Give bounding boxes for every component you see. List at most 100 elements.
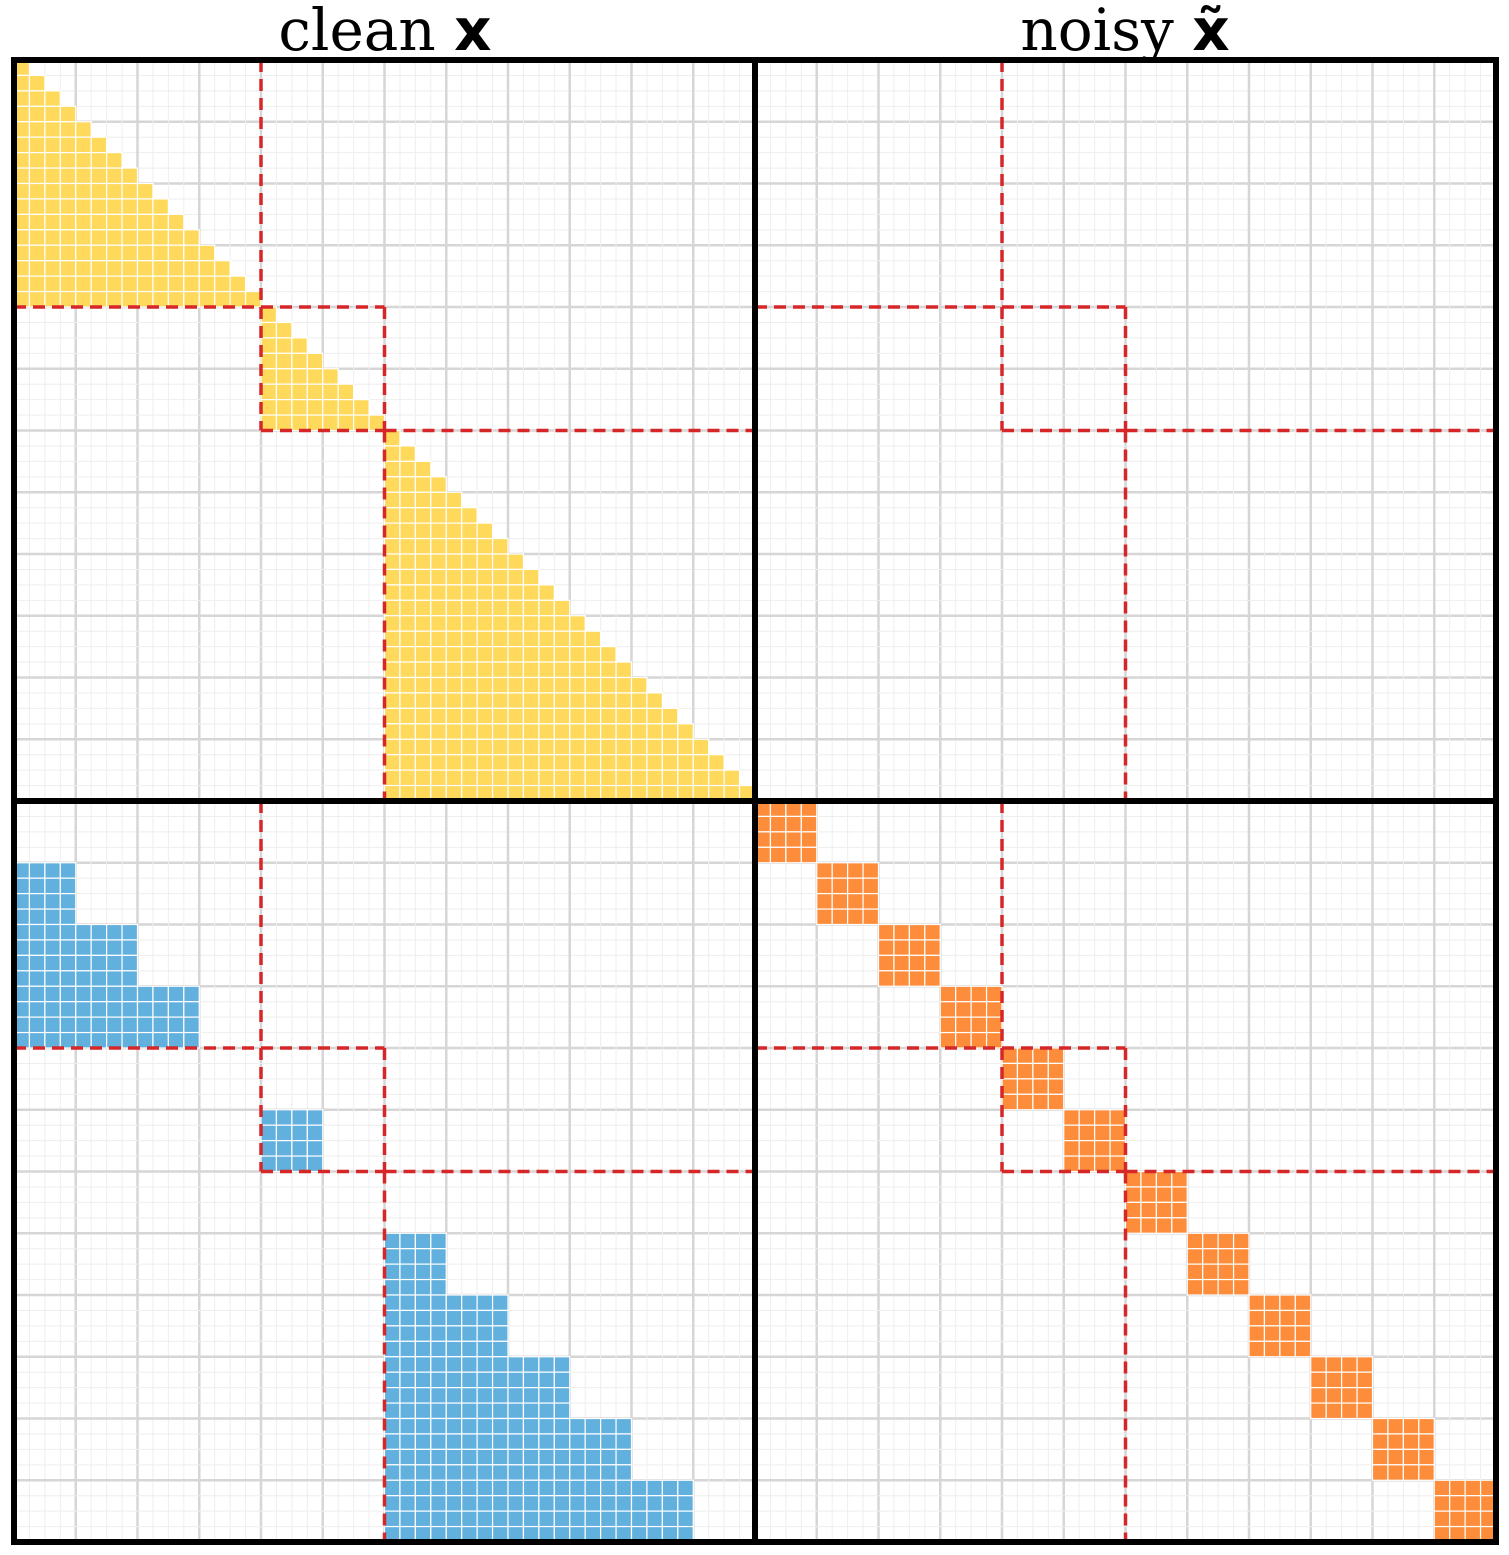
mask-cell	[476, 1294, 494, 1312]
mask-cell	[1263, 1294, 1281, 1312]
mask-cell	[198, 260, 216, 277]
mask-cell	[630, 1495, 648, 1512]
mask-cell	[569, 692, 586, 709]
mask-cell	[121, 167, 139, 185]
mask-cell	[1232, 1263, 1250, 1281]
mask-cell	[383, 754, 401, 771]
mask-cell	[383, 491, 401, 509]
mask-cell	[476, 1309, 494, 1327]
mask-cell	[75, 275, 92, 293]
mask-cell	[476, 723, 494, 740]
mask-cell	[399, 615, 416, 632]
mask-cell	[600, 1495, 617, 1512]
mask-cell	[414, 1433, 432, 1450]
mask-cell	[399, 1417, 416, 1435]
mask-cell	[677, 738, 694, 756]
mask-cell	[1248, 1294, 1266, 1312]
mask-cell	[198, 244, 216, 262]
mask-cell	[399, 630, 416, 648]
mask-cell	[600, 1510, 617, 1528]
mask-cell	[461, 1387, 478, 1404]
mask-cell	[399, 769, 416, 787]
mask-cell	[553, 1402, 571, 1420]
mask-cell	[414, 1448, 432, 1466]
mask-cell	[924, 970, 941, 987]
mask-cell	[28, 862, 46, 879]
mask-cell	[430, 537, 447, 555]
mask-cell	[1294, 1325, 1312, 1342]
mask-cell	[75, 244, 92, 262]
mask-cell	[44, 90, 61, 107]
mask-cell	[28, 985, 46, 1003]
mask-cell	[383, 1510, 401, 1528]
mask-cell	[1171, 1217, 1188, 1234]
mask-cell	[491, 1325, 509, 1342]
mask-cell	[507, 723, 525, 740]
mask-cell	[90, 290, 108, 308]
mask-cell	[353, 414, 370, 432]
mask-cell	[399, 1464, 416, 1481]
mask-cell	[90, 136, 108, 154]
mask-cell	[553, 1479, 571, 1497]
mask-cell	[507, 1495, 525, 1512]
mask-cell	[476, 1402, 494, 1420]
mask-cell	[152, 290, 169, 308]
mask-cell	[553, 1417, 571, 1435]
mask-cell	[399, 491, 416, 509]
mask-cell	[399, 738, 416, 756]
mask-cell	[28, 260, 46, 277]
mask-cell	[445, 1371, 463, 1389]
mask-cell	[260, 414, 278, 432]
mask-cell	[600, 661, 617, 679]
mask-cell	[152, 275, 169, 293]
mask-cell	[414, 522, 432, 540]
mask-cell	[44, 923, 61, 941]
mask-cell	[476, 1371, 494, 1389]
mask-cell	[430, 584, 447, 601]
mask-cell	[553, 723, 571, 740]
mask-cell	[414, 1479, 432, 1497]
mask-cell	[461, 507, 478, 524]
mask-cell	[414, 599, 432, 617]
mask-cell	[476, 599, 494, 617]
mask-cell	[136, 1031, 154, 1049]
mask-cell	[553, 646, 571, 663]
mask-cell	[1032, 1062, 1049, 1080]
mask-cell	[476, 661, 494, 679]
mask-cell	[183, 275, 200, 293]
mask-cell	[1433, 1479, 1451, 1497]
mask-cell	[538, 599, 555, 617]
mask-cell	[569, 1417, 586, 1435]
mask-cell	[538, 1402, 555, 1420]
mask-cell	[136, 290, 154, 308]
mask-cell	[1310, 1356, 1327, 1373]
mask-cell	[538, 1479, 555, 1497]
mask-cell	[44, 939, 61, 956]
mask-cell	[445, 1479, 463, 1497]
mask-cell	[847, 877, 864, 895]
mask-cell	[1047, 1062, 1065, 1080]
mask-cell	[1186, 1248, 1204, 1265]
mask-cell	[1032, 1093, 1049, 1111]
mask-cell	[275, 1109, 293, 1126]
mask-cell	[44, 182, 61, 200]
mask-cell	[1140, 1186, 1157, 1203]
mask-cell	[491, 1371, 509, 1389]
mask-cell	[28, 1001, 46, 1018]
mask-cell	[244, 290, 262, 308]
mask-cell	[322, 414, 339, 432]
mask-cell	[491, 676, 509, 694]
mask-cell	[491, 553, 509, 571]
mask-cell	[476, 692, 494, 709]
mask-cell	[90, 275, 108, 293]
mask-cell	[1217, 1232, 1235, 1250]
mask-cell	[522, 1464, 540, 1481]
mask-cell	[368, 414, 386, 432]
mask-cell	[183, 1001, 200, 1018]
mask-cell	[306, 1155, 324, 1173]
mask-cell	[430, 599, 447, 617]
mask-cell	[522, 676, 540, 694]
mask-cell	[291, 337, 308, 354]
mask-cell	[491, 707, 509, 725]
mask-cell	[615, 738, 633, 756]
